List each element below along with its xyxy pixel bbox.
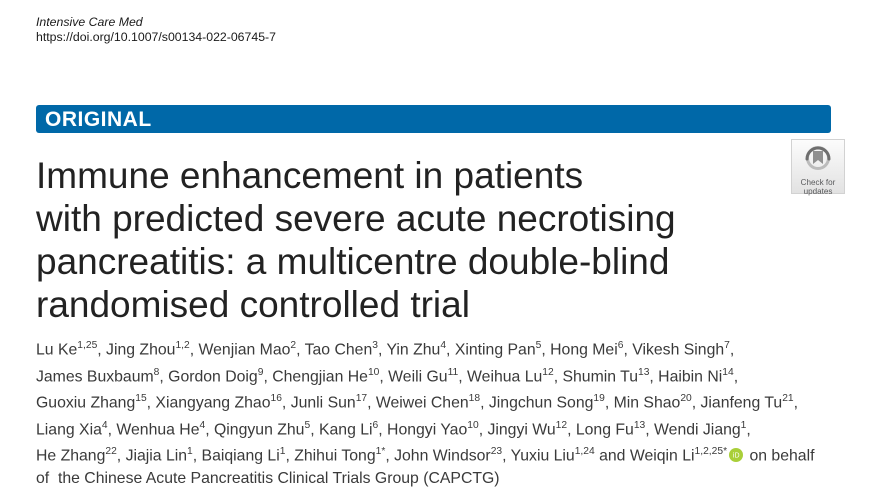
svg-text:iD: iD — [733, 452, 740, 459]
